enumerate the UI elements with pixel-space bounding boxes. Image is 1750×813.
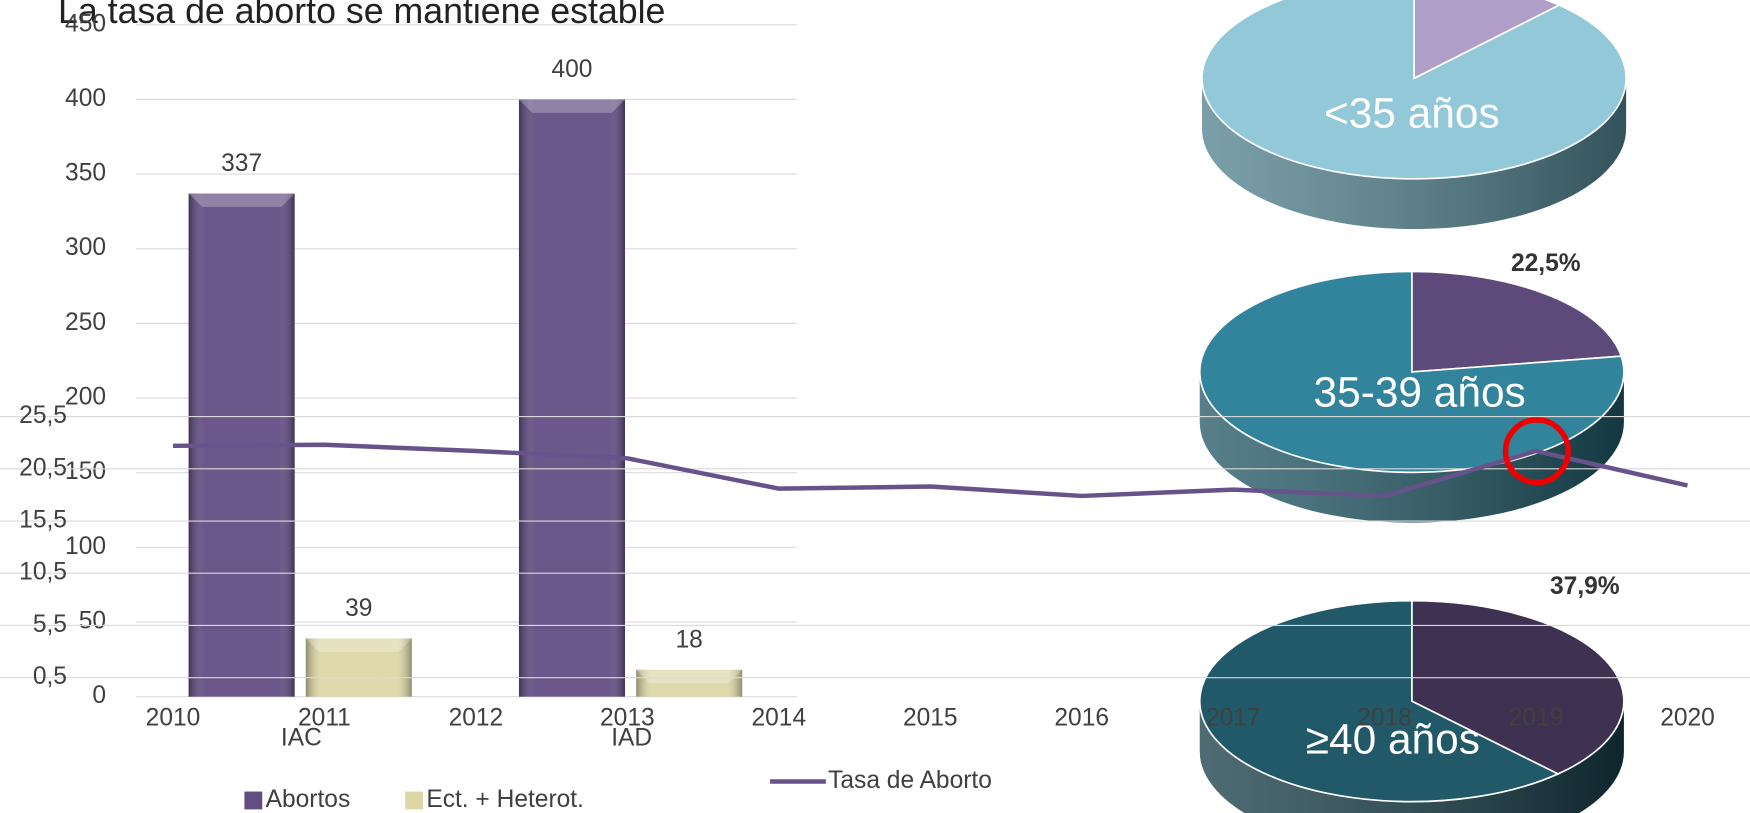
x-tick-label: 2020 <box>1660 704 1715 731</box>
x-tick-label: 2017 <box>1206 704 1261 731</box>
y-tick-label: 50 <box>79 608 106 635</box>
y-tick-label: 450 <box>65 10 106 37</box>
x-tick-label: 2012 <box>449 704 504 731</box>
pie-slice <box>1410 270 1623 373</box>
pie-slice <box>1413 0 1562 80</box>
x-tick-label: 2018 <box>1357 704 1412 731</box>
x-tick-label: 2016 <box>1054 704 1109 731</box>
value-label: 39 <box>345 595 372 622</box>
y-tick-label: 250 <box>65 309 106 336</box>
y-tick-label: 100 <box>65 533 106 560</box>
y-tick-label: 0 <box>92 682 106 709</box>
x-tick-label: 2014 <box>751 704 806 731</box>
x-tick-label: 2015 <box>903 704 958 731</box>
line <box>172 442 1688 499</box>
pie-slice <box>1410 599 1625 775</box>
chart-title: La tasa de aborto se mantiene estable <box>58 0 665 31</box>
y-tick-label: 0,5 <box>33 663 67 690</box>
x-tick-label: 2019 <box>1509 704 1564 731</box>
y-tick-label: 150 <box>65 458 106 485</box>
value-label: 37,9% <box>1550 573 1620 600</box>
highlight-circle <box>1502 417 1571 486</box>
y-tick-label: 400 <box>65 85 106 112</box>
value-label: 400 <box>552 56 593 83</box>
y-tick-label: 25,5 <box>19 402 67 429</box>
x-tick-label: 2011 <box>298 704 351 731</box>
legend-swatch <box>405 791 423 810</box>
pie-label: 35-39 años <box>1314 369 1526 416</box>
y-tick-label: 350 <box>65 160 106 187</box>
legend-swatch <box>244 791 263 810</box>
pie-label: <35 años <box>1324 90 1500 137</box>
legend-label: Abortos <box>266 786 351 813</box>
y-tick-label: 5,5 <box>33 611 67 638</box>
legend-label: Tasa de Aborto <box>828 767 992 794</box>
x-tick-label: 2013 <box>600 704 655 731</box>
value-label: 18 <box>676 626 703 653</box>
legend-label: Ect. + Heterot. <box>426 786 584 813</box>
bar-bevel <box>305 638 412 652</box>
y-tick-label: 200 <box>65 384 106 411</box>
y-tick-label: 15,5 <box>19 506 67 533</box>
pie-label: ≥40 años <box>1306 716 1480 763</box>
bar-bevel <box>636 669 743 684</box>
bar-shade <box>305 638 412 697</box>
y-tick-label: 20,5 <box>19 454 67 481</box>
bar-shade <box>518 99 625 697</box>
bar-bevel <box>518 99 625 113</box>
x-tick-label: 2010 <box>146 704 201 731</box>
pie-slice <box>1198 270 1625 474</box>
bar-shade <box>636 669 743 697</box>
value-label: 337 <box>221 150 262 177</box>
x-tick-label: IAD <box>611 725 652 752</box>
x-tick-label: IAC <box>281 725 322 752</box>
pie-slice <box>1201 0 1627 180</box>
bar-bevel <box>188 193 295 207</box>
y-tick-label: 10,5 <box>19 559 67 586</box>
y-tick-label: 300 <box>65 234 106 261</box>
pie-slice <box>1198 599 1560 803</box>
value-label: 22,5% <box>1511 250 1581 277</box>
